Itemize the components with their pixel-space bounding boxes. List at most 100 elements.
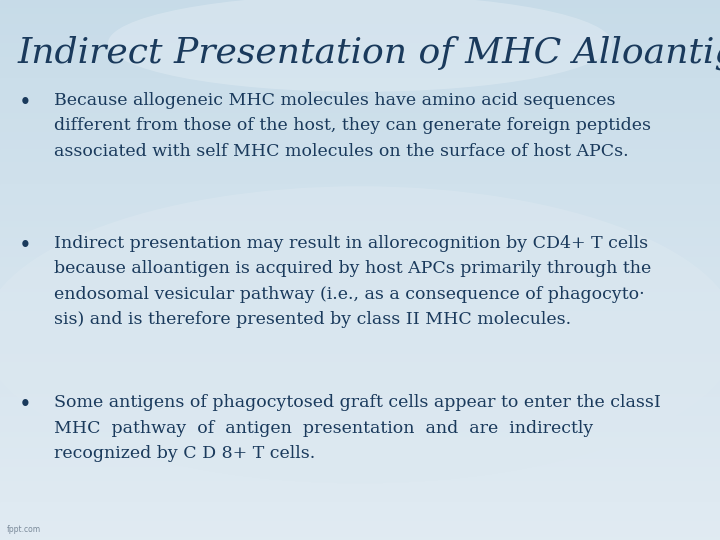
Bar	[0, 113, 720, 116]
Bar	[0, 248, 720, 251]
Bar	[0, 316, 720, 319]
Bar	[0, 105, 720, 108]
Bar	[0, 24, 720, 27]
Bar	[0, 516, 720, 518]
Bar	[0, 529, 720, 532]
Bar	[0, 273, 720, 275]
Bar	[0, 32, 720, 35]
Bar	[0, 373, 720, 375]
Bar	[0, 502, 720, 505]
Bar	[0, 324, 720, 327]
Bar	[0, 524, 720, 526]
Bar	[0, 194, 720, 197]
Bar	[0, 16, 720, 19]
Bar	[0, 281, 720, 284]
Bar	[0, 370, 720, 373]
Bar	[0, 221, 720, 224]
Bar	[0, 440, 720, 443]
Bar	[0, 405, 720, 408]
Bar	[0, 186, 720, 189]
Text: fppt.com: fppt.com	[7, 524, 41, 534]
Bar	[0, 340, 720, 343]
Bar	[0, 8, 720, 11]
Bar	[0, 462, 720, 464]
Bar	[0, 157, 720, 159]
Bar	[0, 240, 720, 243]
Bar	[0, 491, 720, 494]
Bar	[0, 230, 720, 232]
Bar	[0, 270, 720, 273]
Bar	[0, 38, 720, 40]
Bar	[0, 454, 720, 456]
Bar	[0, 332, 720, 335]
Bar	[0, 451, 720, 454]
Text: •: •	[19, 92, 32, 114]
Bar	[0, 359, 720, 362]
Bar	[0, 5, 720, 8]
Bar	[0, 297, 720, 300]
Bar	[0, 518, 720, 521]
Bar	[0, 165, 720, 167]
Bar	[0, 508, 720, 510]
Bar	[0, 397, 720, 400]
Bar	[0, 259, 720, 262]
Bar	[0, 235, 720, 238]
Bar	[0, 68, 720, 70]
Bar	[0, 526, 720, 529]
Bar	[0, 184, 720, 186]
Bar	[0, 3, 720, 5]
Bar	[0, 351, 720, 354]
Bar	[0, 232, 720, 235]
Bar	[0, 327, 720, 329]
Bar	[0, 122, 720, 124]
Bar	[0, 119, 720, 122]
Bar	[0, 219, 720, 221]
Bar	[0, 170, 720, 173]
Bar	[0, 216, 720, 219]
Bar	[0, 22, 720, 24]
Bar	[0, 205, 720, 208]
Bar	[0, 456, 720, 459]
Bar	[0, 256, 720, 259]
Bar	[0, 135, 720, 138]
Bar	[0, 14, 720, 16]
Bar	[0, 467, 720, 470]
Bar	[0, 132, 720, 135]
Bar	[0, 159, 720, 162]
Bar	[0, 70, 720, 73]
Bar	[0, 400, 720, 402]
Bar	[0, 154, 720, 157]
Bar	[0, 481, 720, 483]
Bar	[0, 329, 720, 332]
Bar	[0, 78, 720, 81]
Bar	[0, 49, 720, 51]
Bar	[0, 213, 720, 216]
Bar	[0, 243, 720, 246]
Bar	[0, 532, 720, 535]
Bar	[0, 265, 720, 267]
Bar	[0, 200, 720, 202]
Bar	[0, 354, 720, 356]
Bar	[0, 418, 720, 421]
Ellipse shape	[0, 186, 720, 483]
Bar	[0, 535, 720, 537]
Bar	[0, 483, 720, 486]
Bar	[0, 127, 720, 130]
Bar	[0, 489, 720, 491]
Bar	[0, 211, 720, 213]
Bar	[0, 375, 720, 378]
Bar	[0, 292, 720, 294]
Bar	[0, 497, 720, 500]
Bar	[0, 510, 720, 513]
Bar	[0, 54, 720, 57]
Bar	[0, 76, 720, 78]
Bar	[0, 251, 720, 254]
Text: Some antigens of phagocytosed graft cells appear to enter the classI
MHC  pathwa: Some antigens of phagocytosed graft cell…	[54, 394, 661, 462]
Bar	[0, 103, 720, 105]
Bar	[0, 513, 720, 516]
Bar	[0, 386, 720, 389]
Bar	[0, 421, 720, 424]
Bar	[0, 151, 720, 154]
Bar	[0, 505, 720, 508]
Bar	[0, 305, 720, 308]
